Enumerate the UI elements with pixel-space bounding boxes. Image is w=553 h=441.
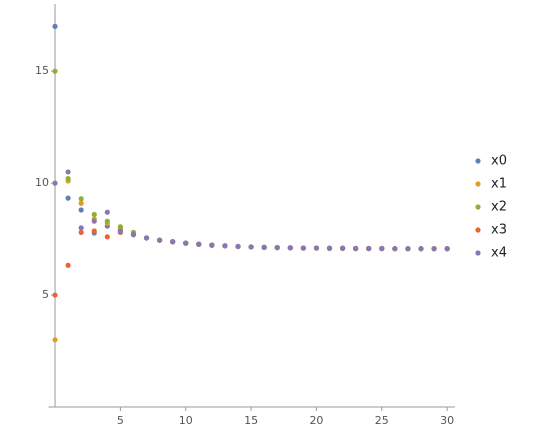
legend-marker xyxy=(475,204,481,210)
legend-label: x2 xyxy=(491,200,507,215)
point xyxy=(65,176,71,182)
x-tick-label: 20 xyxy=(309,414,323,427)
point xyxy=(91,218,97,224)
point xyxy=(274,244,280,251)
point xyxy=(52,23,58,29)
y-tick-label: 10 xyxy=(35,176,49,189)
point xyxy=(52,180,58,186)
point xyxy=(104,218,110,224)
y-tick-label: 15 xyxy=(35,64,49,77)
point xyxy=(313,245,320,251)
point xyxy=(78,200,84,206)
point xyxy=(104,209,110,215)
point xyxy=(353,245,359,252)
point xyxy=(78,196,84,202)
point xyxy=(366,245,372,252)
x-tick-label: 5 xyxy=(117,414,124,427)
point xyxy=(248,244,254,250)
point xyxy=(196,241,202,247)
point xyxy=(65,169,71,175)
point xyxy=(78,207,84,213)
point xyxy=(91,211,97,218)
point xyxy=(339,245,346,251)
point xyxy=(235,243,241,250)
point xyxy=(222,243,228,249)
point xyxy=(287,245,293,251)
point xyxy=(143,235,150,241)
point xyxy=(379,245,385,252)
point xyxy=(52,292,58,298)
legend-marker xyxy=(475,250,481,256)
point xyxy=(326,245,333,251)
point xyxy=(130,232,137,238)
point xyxy=(418,246,424,252)
point xyxy=(104,234,110,240)
point xyxy=(261,244,267,250)
point xyxy=(52,68,58,74)
point xyxy=(431,246,437,252)
point xyxy=(170,239,176,245)
y-tick-label: 5 xyxy=(42,288,49,301)
x-tick-label: 15 xyxy=(244,414,258,427)
x-tick-label: 10 xyxy=(179,414,193,427)
point xyxy=(157,237,163,243)
point xyxy=(117,224,123,230)
legend-marker xyxy=(475,227,481,233)
legend-marker xyxy=(475,181,481,187)
point xyxy=(117,228,123,234)
legend-label: x3 xyxy=(491,223,507,238)
legend-label: x0 xyxy=(491,154,507,169)
point xyxy=(91,228,97,234)
x-tick-label: 30 xyxy=(440,414,454,427)
legend-label: x4 xyxy=(491,246,507,261)
point xyxy=(392,246,398,252)
point xyxy=(65,262,71,268)
point xyxy=(78,225,84,231)
point xyxy=(65,195,71,201)
point xyxy=(300,245,306,251)
legend: x0 x1 x2 x3 x4 xyxy=(475,154,507,261)
point xyxy=(78,229,84,235)
point xyxy=(444,246,450,252)
point xyxy=(183,240,189,246)
point xyxy=(209,242,215,248)
legend-label: x1 xyxy=(491,177,507,192)
legend-marker xyxy=(475,158,481,164)
point xyxy=(52,337,58,343)
point xyxy=(405,246,411,252)
x-tick-label: 25 xyxy=(375,414,389,427)
